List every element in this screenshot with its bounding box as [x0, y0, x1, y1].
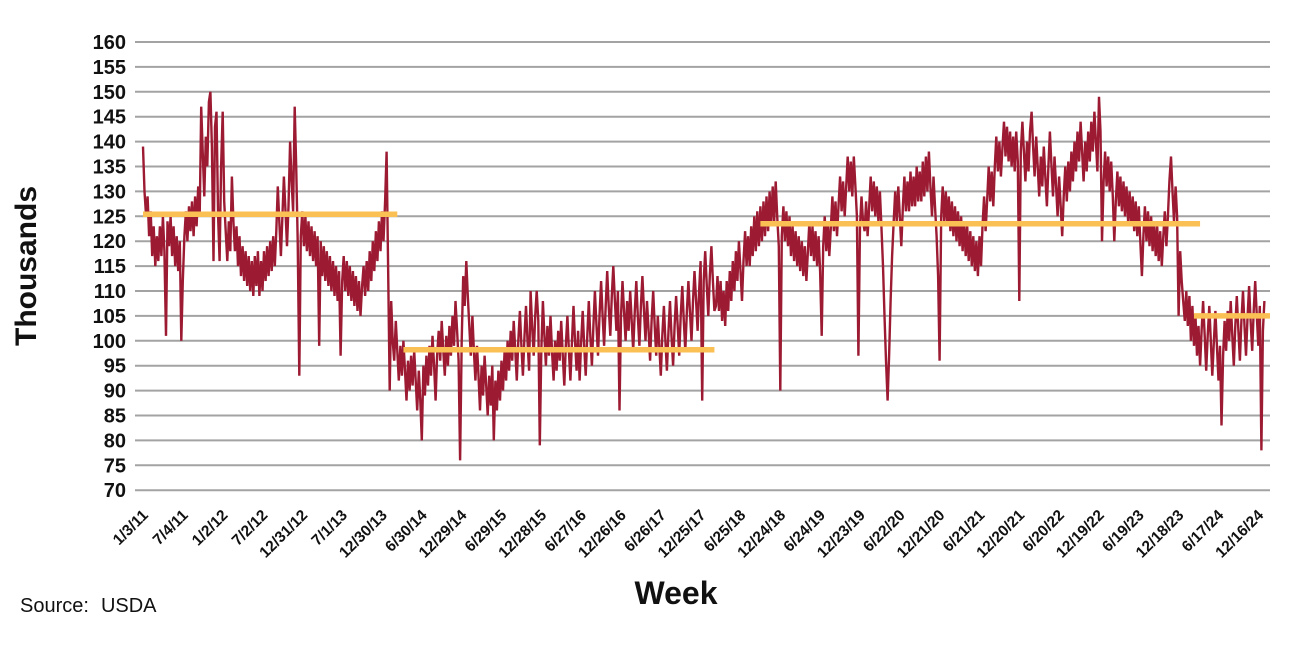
- y-tick-label: 155: [93, 57, 126, 79]
- x-tick-label: 1/2/12: [189, 507, 232, 550]
- y-tick-label: 140: [93, 132, 126, 154]
- y-tick-label: 110: [94, 281, 126, 303]
- y-tick-label: 135: [93, 157, 126, 179]
- y-tick-label: 100: [93, 331, 126, 353]
- y-tick-label: 80: [104, 430, 126, 452]
- y-tick-label: 90: [104, 381, 126, 403]
- average-lines: [143, 211, 1270, 353]
- y-axis-title: Thousands: [10, 186, 43, 346]
- y-tick-label: 115: [94, 256, 126, 278]
- y-tick-label: 85: [104, 406, 126, 428]
- y-tick-label: 95: [104, 356, 126, 378]
- y-tick-label: 105: [93, 306, 126, 328]
- y-tick-label: 75: [104, 455, 126, 477]
- source-value: USDA: [100, 595, 157, 617]
- source-label: Source:: [20, 595, 89, 617]
- y-tick-label: 145: [93, 107, 126, 129]
- x-axis-title: Week: [634, 575, 717, 611]
- y-tick-label: 130: [93, 181, 126, 203]
- y-tick-label: 160: [93, 32, 126, 54]
- source-note: Source: USDA: [20, 595, 157, 618]
- y-tick-label: 150: [93, 82, 126, 104]
- x-tick-label: 7/4/11: [150, 507, 192, 549]
- y-tick-label: 70: [104, 480, 126, 502]
- data-series-line: [141, 91, 1266, 461]
- x-axis-tick-labels: 1/3/117/4/111/2/127/2/1212/31/127/1/1312…: [110, 507, 1267, 562]
- x-tick-label: 1/3/11: [110, 507, 152, 549]
- y-tick-label: 120: [93, 231, 126, 253]
- y-tick-label: 125: [93, 206, 126, 228]
